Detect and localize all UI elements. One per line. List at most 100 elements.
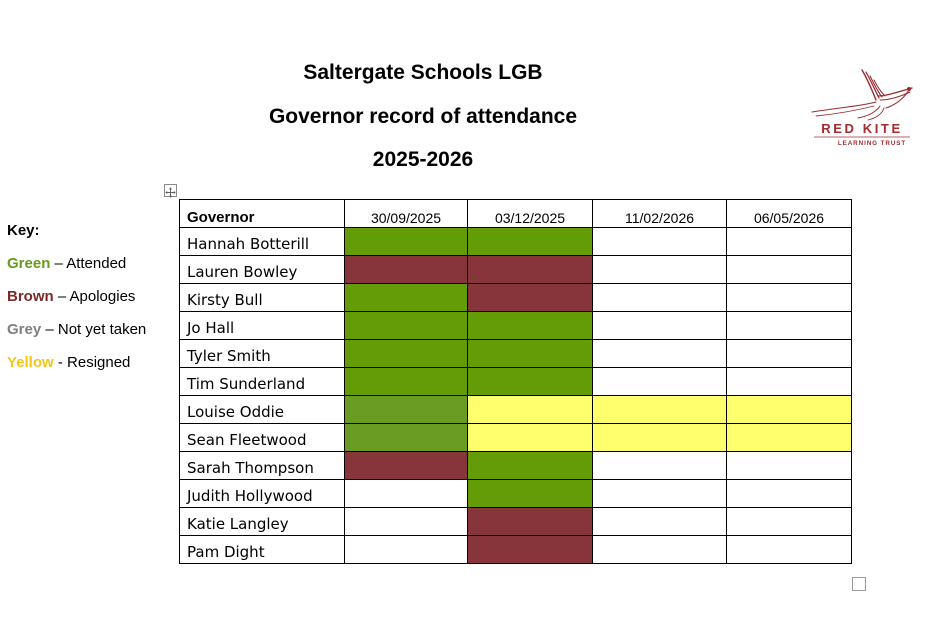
table-row: Sean Fleetwood <box>179 423 852 452</box>
key-item-grey: Grey – Not yet taken <box>7 318 157 341</box>
governor-name: Kirsty Bull <box>179 283 345 312</box>
attendance-cell-blank <box>592 507 727 536</box>
table-row: Louise Oddie <box>179 395 852 424</box>
document-year: 2025-2026 <box>372 148 474 171</box>
attendance-cell-blank <box>726 507 852 536</box>
attendance-cell-blank <box>344 479 468 508</box>
attendance-cell-blank <box>592 227 727 256</box>
attendance-cell-apologies <box>467 507 593 536</box>
attendance-cell-blank <box>726 227 852 256</box>
governor-name: Tim Sunderland <box>179 367 345 396</box>
attendance-cell-attended <box>344 311 468 340</box>
attendance-cell-blank <box>592 479 727 508</box>
attendance-cell-blank <box>726 339 852 368</box>
attendance-cell-attended <box>467 339 593 368</box>
governor-name: Jo Hall <box>179 311 345 340</box>
attendance-cell-apologies <box>467 535 593 564</box>
attendance-cell-blank <box>726 283 852 312</box>
attendance-cell-blank <box>592 283 727 312</box>
attendance-table: Governor 30/09/2025 03/12/2025 11/02/202… <box>179 199 852 564</box>
attendance-cell-attended <box>467 451 593 480</box>
governor-name: Tyler Smith <box>179 339 345 368</box>
key-item-brown: Brown – Apologies <box>7 285 157 308</box>
attendance-cell-blank <box>726 479 852 508</box>
document-title: Saltergate Schools LGB <box>303 61 543 84</box>
attendance-cell-attended <box>344 339 468 368</box>
attendance-cell-resigned <box>592 395 727 424</box>
attendance-cell-blank <box>726 255 852 284</box>
attendance-cell-blank <box>726 535 852 564</box>
attendance-cell-resigned <box>726 395 852 424</box>
attendance-cell-attended <box>344 283 468 312</box>
document-subtitle: Governor record of attendance <box>268 105 578 128</box>
attendance-cell-blank <box>592 339 727 368</box>
governor-column-header: Governor <box>179 199 345 228</box>
attendance-cell-blank <box>344 507 468 536</box>
attendance-cell-resigned <box>467 395 593 424</box>
governor-name: Lauren Bowley <box>179 255 345 284</box>
table-row: Jo Hall <box>179 311 852 340</box>
table-move-handle[interactable] <box>164 184 177 198</box>
attendance-cell-attended <box>467 479 593 508</box>
attendance-cell-resigned <box>726 423 852 452</box>
attendance-cell-blank <box>592 451 727 480</box>
attendance-cell-attended <box>467 367 593 396</box>
table-row: Lauren Bowley <box>179 255 852 284</box>
date-column-header: 03/12/2025 <box>467 199 593 228</box>
attendance-cell-blank <box>592 367 727 396</box>
date-column-header: 30/09/2025 <box>344 199 468 228</box>
attendance-cell-blank <box>726 451 852 480</box>
governor-name: Judith Hollywood <box>179 479 345 508</box>
table-row: Judith Hollywood <box>179 479 852 508</box>
logo-name: RED KITE <box>821 121 902 136</box>
key-word-green: Green <box>7 255 51 272</box>
key-word-yellow: Yellow <box>7 354 54 371</box>
governor-name: Sean Fleetwood <box>179 423 345 452</box>
table-row: Hannah Botterill <box>179 227 852 256</box>
governor-name: Sarah Thompson <box>179 451 345 480</box>
table-row: Tyler Smith <box>179 339 852 368</box>
attendance-cell-blank <box>592 311 727 340</box>
attendance-cell-resigned <box>467 423 593 452</box>
key-word-brown: Brown <box>7 288 54 305</box>
key-text-yellow: - Resigned <box>57 354 131 371</box>
attendance-cell-attended <box>344 227 468 256</box>
attendance-cell-attended <box>344 395 468 424</box>
date-column-header: 11/02/2026 <box>592 199 727 228</box>
table-row: Sarah Thompson <box>179 451 852 480</box>
key-text-grey: – Not yet taken <box>45 321 147 338</box>
attendance-cell-apologies <box>344 255 468 284</box>
table-row: Pam Dight <box>179 535 852 564</box>
attendance-cell-blank <box>592 535 727 564</box>
attendance-cell-apologies <box>467 255 593 284</box>
table-row: Kirsty Bull <box>179 283 852 312</box>
attendance-cell-attended <box>344 367 468 396</box>
attendance-cell-blank <box>592 255 727 284</box>
attendance-cell-attended <box>467 311 593 340</box>
attendance-cell-attended <box>467 227 593 256</box>
table-row: Tim Sunderland <box>179 367 852 396</box>
attendance-cell-attended <box>344 423 468 452</box>
attendance-table-body: Hannah Botterill Lauren Bowley Kirsty Bull… <box>179 227 852 564</box>
attendance-cell-blank <box>344 535 468 564</box>
key-text-brown: – Apologies <box>57 288 136 305</box>
red-kite-logo: RED KITE LEARNING TRUST <box>811 69 913 147</box>
governor-name: Pam Dight <box>179 535 345 564</box>
date-column-header: 06/05/2026 <box>726 199 852 228</box>
key-text-green: – Attended <box>54 255 127 272</box>
attendance-key: Key: Green – Attended Brown – Apologies … <box>7 219 157 384</box>
governor-name: Hannah Botterill <box>179 227 345 256</box>
table-resize-handle[interactable] <box>852 577 866 591</box>
governor-name: Louise Oddie <box>179 395 345 424</box>
attendance-cell-resigned <box>592 423 727 452</box>
logo-subtitle: LEARNING TRUST <box>838 140 906 147</box>
key-word-grey: Grey <box>7 321 42 338</box>
key-item-green: Green – Attended <box>7 252 157 275</box>
move-arrows-icon <box>165 187 176 198</box>
attendance-cell-apologies <box>344 451 468 480</box>
attendance-cell-apologies <box>467 283 593 312</box>
key-item-yellow: Yellow - Resigned <box>7 351 157 374</box>
attendance-cell-blank <box>726 311 852 340</box>
key-title: Key: <box>7 222 40 239</box>
attendance-cell-blank <box>726 367 852 396</box>
